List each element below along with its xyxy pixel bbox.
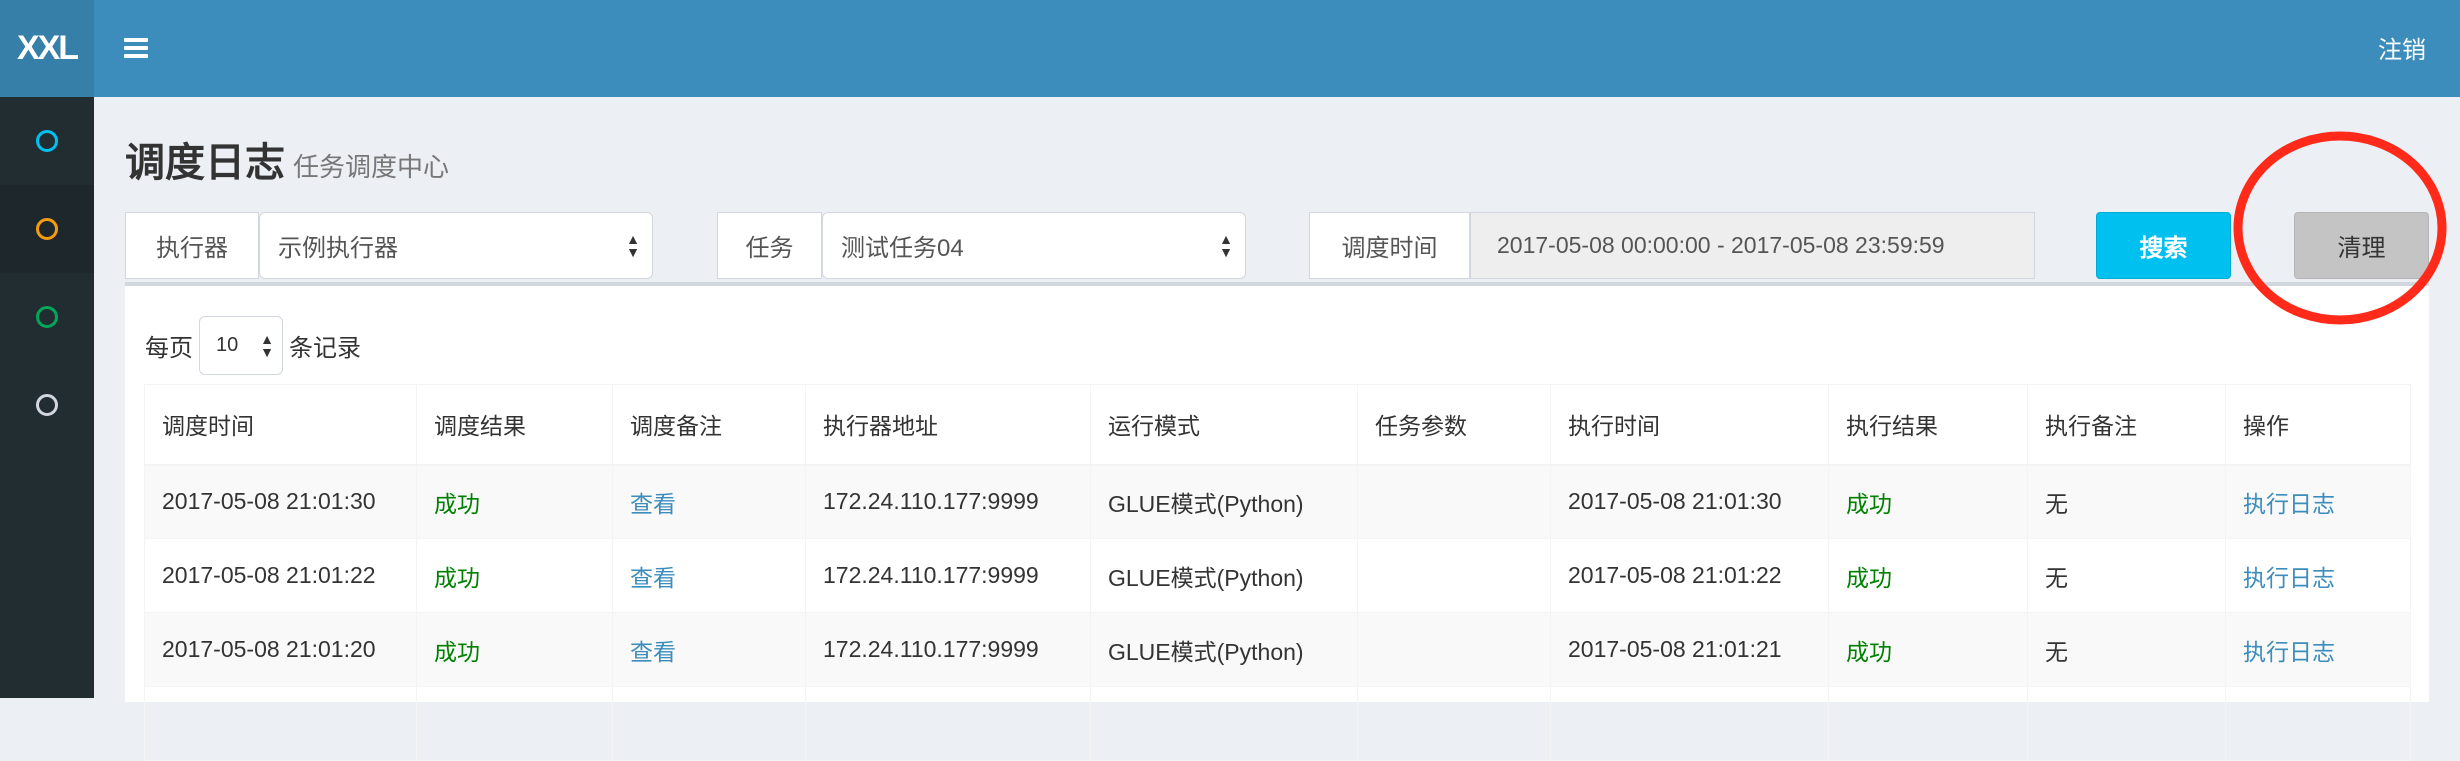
cell-mode: GLUE模式(Python) [1090,612,1358,687]
cell-address: 172.24.110.177:9999 [805,464,1091,539]
circle-o-icon [36,130,58,152]
log-table: 调度时间 调度结果 调度备注 执行器地址 运行模式 任务参数 执行时间 执行结果… [144,384,2411,761]
logout-link[interactable]: 注销 [2378,37,2426,64]
column-header[interactable]: 执行时间 [1550,384,1829,466]
executor-select[interactable]: 示例执行器 ▲ ▼ [259,212,653,279]
page-length-prefix: 每页 [145,335,193,362]
column-header[interactable]: 任务参数 [1357,384,1551,466]
sidebar-item-1[interactable] [0,97,94,185]
cell-mode: GLUE模式(Python) [1090,464,1358,539]
cell-trigger-result: 成功 [416,612,613,687]
cell-param [1357,612,1551,687]
column-header[interactable]: 执行器地址 [805,384,1091,466]
cell-trigger-result: 成功 [416,464,613,539]
column-header[interactable]: 操作 [2225,384,2411,466]
cell-handle-result: 成功 [1828,464,2028,539]
cell-mode: GLUE模式(Python) [1090,538,1358,613]
table-row: 2017-05-08 21:01:20 成功 查看 172.24.110.177:99… [144,612,2411,687]
job-select-value: 测试任务04 [841,235,964,262]
cell-address: 172.24.110.177:9999 [805,612,1091,687]
sidebar-toggle-hamburger-icon[interactable] [124,38,148,58]
cell-handle-time: 2017-05-08 21:01:30 [1550,464,1829,539]
cell-trigger-time: 2017-05-08 21:01:30 [144,464,417,539]
sidebar-item-2[interactable] [0,185,94,273]
circle-o-icon [36,306,58,328]
cell-handle-result: 成功 [1828,612,2028,687]
cell-action[interactable]: 执行日志 [2225,612,2411,687]
job-select[interactable]: 测试任务04 ▲ ▼ [822,212,1246,279]
cell-trigger-time: 2017-05-08 21:01:22 [144,538,417,613]
table-row: 2017-05-08 21:01:30 成功 查看 172.24.110.177:99… [144,464,2411,539]
executor-label: 执行器 [125,212,259,279]
cell-handle-result: 成功 [1828,538,2028,613]
column-header[interactable]: 调度备注 [612,384,806,466]
search-button[interactable]: 搜索 [2096,212,2231,279]
sidebar [0,97,94,698]
job-filter: 任务 测试任务04 ▲ ▼ [717,212,1246,279]
log-table-box: 每页 10 ▲ ▼ 条记录 调度时间 调度结果 调度备注 执行器地址 运行模式 任务… [125,282,2429,761]
cell-handle-msg: 无 [2027,538,2226,613]
sidebar-item-4[interactable] [0,361,94,449]
cell-trigger-msg[interactable]: 查看 [612,538,806,613]
top-navbar: XXL 注销 [0,0,2460,97]
table-row: 2017-05-08 21:01:22 成功 查看 172.24.110.177:99… [144,538,2411,613]
job-label: 任务 [717,212,822,279]
cell-trigger-msg[interactable]: 查看 [612,464,806,539]
time-range-input[interactable]: 2017-05-08 00:00:00 - 2017-05-08 23:59:5… [1470,212,2035,279]
cell-trigger-result: 成功 [416,538,613,613]
time-label: 调度时间 [1309,212,1470,279]
cell-action[interactable]: 执行日志 [2225,464,2411,539]
sidebar-item-3[interactable] [0,273,94,361]
executor-filter: 执行器 示例执行器 ▲ ▼ [125,212,653,279]
clear-button[interactable]: 清理 [2294,212,2429,279]
cell-address: 172.24.110.177:9999 [805,538,1091,613]
table-header-row: 调度时间 调度结果 调度备注 执行器地址 运行模式 任务参数 执行时间 执行结果… [144,384,2411,466]
cell-action[interactable]: 执行日志 [2225,538,2411,613]
page-title-text: 调度日志 [125,141,285,185]
cell-trigger-time: 2017-05-08 21:01:20 [144,612,417,687]
select-arrows-icon: ▲ ▼ [260,330,274,360]
page-subtitle: 任务调度中心 [293,152,450,182]
select-arrows-icon: ▲ ▼ [626,230,640,260]
column-header[interactable]: 调度结果 [416,384,613,466]
cell-param [1357,538,1551,613]
page-length-value: 10 [216,334,239,356]
select-arrows-icon: ▲ ▼ [1219,230,1233,260]
logo[interactable]: XXL [0,0,94,97]
cell-handle-time: 2017-05-08 21:01:21 [1550,612,1829,687]
cell-param [1357,464,1551,539]
cell-handle-time: 2017-05-08 21:01:22 [1550,538,1829,613]
cell-trigger-msg[interactable]: 查看 [612,612,806,687]
cell-handle-msg: 无 [2027,464,2226,539]
column-header[interactable]: 运行模式 [1090,384,1358,466]
page-length-control: 每页 10 ▲ ▼ 条记录 [145,316,361,375]
column-header[interactable]: 调度时间 [144,384,417,466]
column-header[interactable]: 执行备注 [2027,384,2226,466]
page-length-select[interactable]: 10 ▲ ▼ [199,316,283,375]
circle-o-icon [36,218,58,240]
page-title: 调度日志 任务调度中心 [125,130,449,188]
executor-select-value: 示例执行器 [278,235,398,262]
time-filter: 调度时间 2017-05-08 00:00:00 - 2017-05-08 23… [1309,212,2035,279]
circle-o-icon [36,394,58,416]
cell-handle-msg: 无 [2027,612,2226,687]
column-header[interactable]: 执行结果 [1828,384,2028,466]
page-length-suffix: 条记录 [289,335,361,362]
